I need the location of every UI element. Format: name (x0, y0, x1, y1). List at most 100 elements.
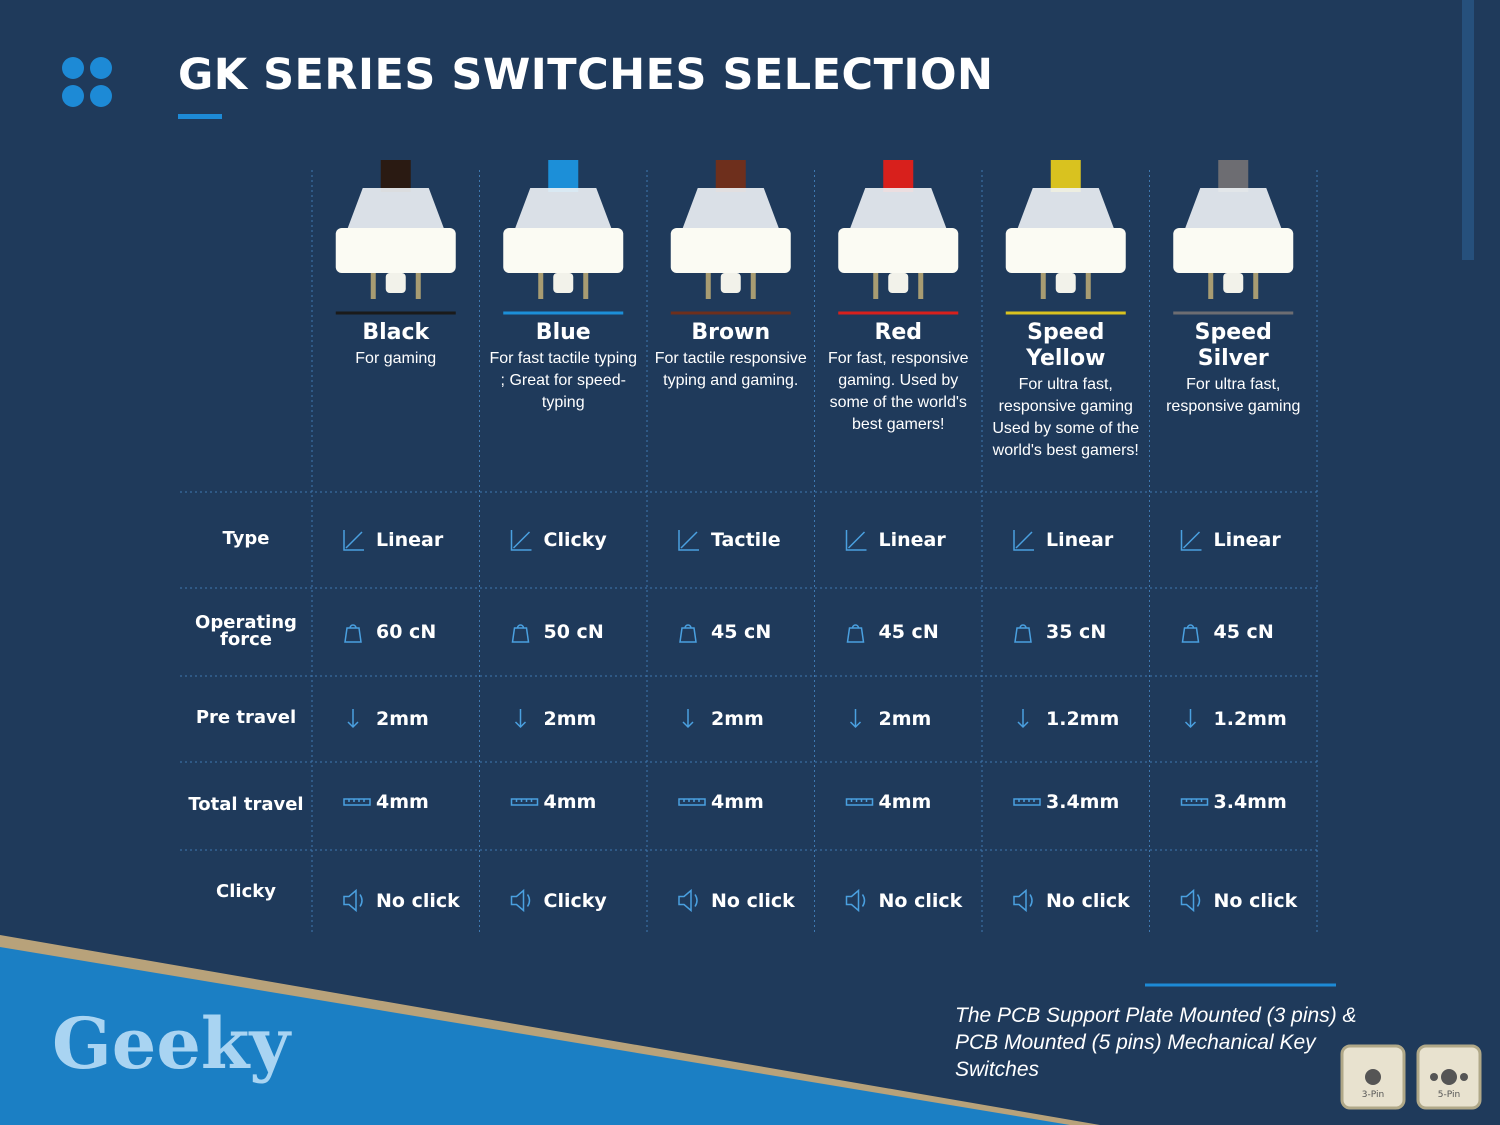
cell-value: 1.2mm (1213, 708, 1287, 730)
switch-housing-top (515, 188, 612, 228)
switch-pin (918, 273, 924, 299)
switch-post (1223, 273, 1244, 293)
title-underline (178, 114, 222, 119)
icon-pre_travel (514, 709, 527, 729)
switch-pin (370, 273, 376, 299)
icon-type (343, 530, 364, 551)
switch-name: Speed Silver (1194, 320, 1272, 371)
cell-value: 3.4mm (1213, 791, 1287, 813)
icon-clicky (1013, 888, 1033, 913)
icon-clicky (510, 888, 531, 913)
icon-force (344, 624, 362, 643)
switch-housing (335, 228, 456, 273)
cell-value: No click (1213, 889, 1298, 912)
cell-value: Clicky (543, 529, 607, 551)
switch-name: Red (874, 320, 923, 345)
edge-stripe (1462, 0, 1474, 260)
switch-housing-top (1185, 188, 1282, 228)
cell-value: 2mm (543, 708, 597, 730)
cell-value: 4mm (376, 791, 429, 813)
icon-total_travel (845, 798, 874, 806)
icon-force (511, 624, 530, 643)
cell-value: 4mm (543, 791, 597, 813)
logo-dot (90, 85, 112, 107)
pin-label: 3-Pin (1361, 1090, 1385, 1100)
switch-description: For tactile responsive typing and gaming… (654, 350, 807, 389)
cell-value: No click (878, 889, 963, 912)
cell-value: 2mm (878, 708, 932, 730)
switch-description: For ultra fast, responsive gaming (1166, 376, 1301, 415)
switch-stem (715, 160, 746, 192)
icon-type (510, 530, 532, 551)
cell-value: No click (376, 889, 460, 912)
icon-type (845, 530, 867, 551)
switch-description: For fast, responsive gaming. Used by som… (828, 350, 969, 433)
switch-name: Brown (691, 320, 771, 345)
pin-3 (1340, 1044, 1406, 1110)
switch-housing-top (682, 188, 779, 228)
switch-name: Black (362, 320, 430, 345)
logo-dot (62, 57, 84, 79)
switch-stem (548, 160, 579, 192)
icon-force (1014, 624, 1032, 643)
icon-force (1181, 624, 1200, 643)
icon-clicky (845, 888, 866, 913)
cell-value: Linear (1046, 529, 1114, 551)
icon-total_travel (343, 798, 371, 806)
cell-value: Linear (376, 529, 444, 551)
icon-pre_travel (849, 709, 862, 729)
switch-pin (1040, 273, 1046, 299)
icon-clicky (1180, 888, 1201, 913)
cell-value: 4mm (878, 791, 932, 813)
logo-dot (90, 57, 112, 79)
icon-type (678, 530, 699, 551)
cell-value: 45 cN (878, 621, 939, 643)
caption: The PCB Support Plate Mounted (3 pins) &… (955, 1004, 1357, 1081)
switch-description: For fast tactile typing ; Great for spee… (489, 350, 638, 411)
switch-housing (1173, 228, 1294, 273)
cell-value: No click (711, 889, 795, 912)
cell-value: 35 cN (1046, 621, 1107, 643)
icon-force (846, 624, 865, 643)
cell-value: 2mm (376, 708, 429, 730)
logo-dot (62, 85, 84, 107)
switch-pin (873, 273, 879, 299)
switch-stem (1050, 160, 1081, 192)
icon-pre_travel (1017, 709, 1029, 729)
icon-total_travel (1180, 798, 1209, 806)
icon-total_travel (678, 798, 706, 806)
switch-name: Blue (535, 320, 591, 345)
switch-pin (415, 273, 421, 299)
icon-pre_travel (1184, 709, 1197, 729)
icon-pre_travel (682, 709, 694, 729)
switch-pin (538, 273, 544, 299)
cell-value: Linear (878, 529, 946, 551)
row-label: Operating force (195, 612, 297, 650)
switch-description: For gaming (355, 350, 437, 367)
switch-post (385, 273, 406, 293)
cell-value: 50 cN (543, 621, 604, 643)
icon-force (679, 624, 697, 643)
icon-pre_travel (347, 709, 359, 729)
icon-clicky (343, 888, 363, 913)
row-label: Total travel (188, 794, 304, 815)
row-label: Clicky (216, 880, 276, 902)
switch-pin (1085, 273, 1091, 299)
icon-total_travel (1013, 798, 1041, 806)
switch-description: For ultra fast, responsive gaming Used b… (992, 376, 1140, 459)
switch-housing (670, 228, 791, 273)
cell-value: 45 cN (711, 621, 772, 643)
icon-type (1013, 530, 1034, 551)
icon-total_travel (510, 798, 539, 806)
cell-value: 60 cN (376, 621, 437, 643)
switch-housing (1005, 228, 1126, 273)
cell-value: Tactile (711, 529, 781, 551)
switch-housing-top (1017, 188, 1114, 228)
switch-pin (1253, 273, 1259, 299)
switch-housing (838, 228, 959, 273)
switch-housing (503, 228, 624, 273)
cell-value: 3.4mm (1046, 791, 1120, 813)
switch-housing-top (850, 188, 947, 228)
